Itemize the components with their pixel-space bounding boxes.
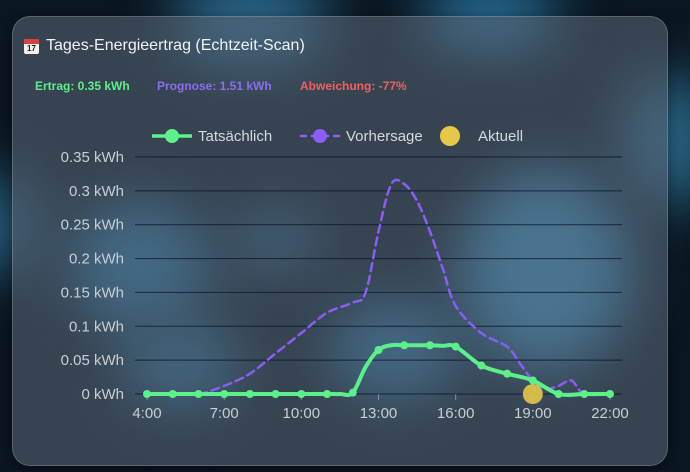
- x-tick-label: 10:00: [283, 405, 321, 422]
- data-point-actual[interactable]: [245, 390, 254, 398]
- data-point-actual[interactable]: [348, 388, 357, 397]
- legend-label: Tatsächlich: [198, 128, 272, 145]
- legend-marker: [313, 129, 327, 143]
- data-point-actual[interactable]: [554, 390, 563, 398]
- x-tick-label: 16:00: [437, 405, 475, 422]
- x-tick-label: 22:00: [591, 405, 629, 422]
- legend-marker: [440, 126, 460, 146]
- data-point-actual[interactable]: [220, 390, 229, 398]
- series-line-forecast: [145, 178, 612, 397]
- y-tick-label: 0.25 kWh: [61, 217, 124, 234]
- legend-item-current[interactable]: Aktuell: [440, 126, 523, 146]
- data-point-actual[interactable]: [323, 390, 332, 398]
- card-title: 17 Tages-Energieertrag (Echtzeit-Scan): [24, 37, 305, 55]
- legend-label: Aktuell: [478, 128, 523, 145]
- stat-ertrag: Ertrag: 0.35 kWh: [35, 79, 130, 93]
- y-tick-label: 0.35 kWh: [61, 149, 124, 166]
- legend-marker: [165, 129, 179, 143]
- data-point-actual[interactable]: [297, 390, 306, 398]
- data-point-actual[interactable]: [451, 342, 460, 351]
- y-tick-label: 0.1 kWh: [69, 318, 124, 335]
- data-point-actual[interactable]: [271, 390, 280, 398]
- y-tick-label: 0 kWh: [81, 386, 124, 403]
- data-point-actual[interactable]: [194, 390, 203, 398]
- legend-label: Vorhersage: [346, 128, 423, 145]
- data-point-actual[interactable]: [374, 345, 383, 354]
- x-tick-label: 13:00: [360, 405, 398, 422]
- data-point-actual[interactable]: [606, 390, 614, 398]
- y-tick-label: 0.05 kWh: [61, 352, 124, 369]
- data-point-actual[interactable]: [400, 341, 409, 350]
- x-tick-label: 4:00: [132, 405, 161, 422]
- x-tick-label: 19:00: [514, 405, 552, 422]
- current-point[interactable]: [522, 384, 543, 404]
- data-point-actual[interactable]: [168, 390, 177, 398]
- data-point-actual[interactable]: [143, 390, 151, 398]
- y-tick-label: 0.2 kWh: [69, 251, 124, 268]
- stat-abweichung: Abweichung: -77%: [300, 79, 407, 93]
- y-tick-label: 0.15 kWh: [61, 284, 124, 301]
- stat-prognose: Prognose: 1.51 kWh: [157, 79, 272, 93]
- data-point-actual[interactable]: [528, 376, 537, 385]
- calendar-icon: 17: [24, 38, 39, 54]
- data-point-actual[interactable]: [503, 369, 512, 378]
- data-point-actual[interactable]: [580, 390, 589, 398]
- data-point-actual[interactable]: [425, 341, 434, 350]
- y-tick-label: 0.3 kWh: [69, 183, 124, 200]
- card-title-text: Tages-Energieertrag (Echtzeit-Scan): [46, 37, 305, 54]
- data-point-actual[interactable]: [477, 361, 486, 370]
- legend-item-forecast[interactable]: Vorhersage: [300, 128, 423, 145]
- x-tick-label: 7:00: [210, 405, 239, 422]
- legend-item-actual[interactable]: Tatsächlich: [152, 128, 272, 145]
